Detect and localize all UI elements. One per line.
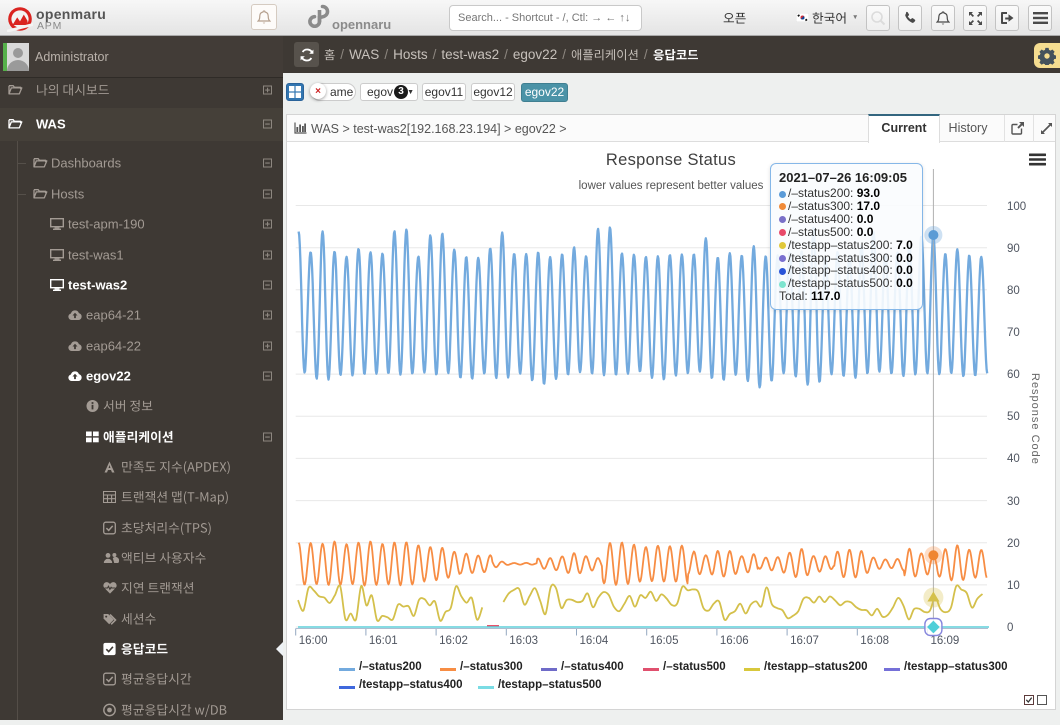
- svg-text:16:09: 16:09: [931, 635, 960, 647]
- svg-text:100: 100: [1007, 201, 1026, 213]
- svg-text:16:05: 16:05: [650, 635, 679, 647]
- svg-text:50: 50: [1007, 411, 1020, 423]
- svg-text:16:01: 16:01: [369, 635, 398, 647]
- svg-text:16:00: 16:00: [299, 635, 328, 647]
- svg-text:16:06: 16:06: [720, 635, 749, 647]
- svg-text:70: 70: [1007, 327, 1020, 339]
- svg-text:16:07: 16:07: [790, 635, 819, 647]
- svg-text:30: 30: [1007, 496, 1020, 508]
- svg-text:60: 60: [1007, 369, 1020, 381]
- svg-text:20: 20: [1007, 538, 1020, 550]
- svg-text:0: 0: [1007, 622, 1013, 634]
- svg-text:80: 80: [1007, 285, 1020, 297]
- svg-text:90: 90: [1007, 243, 1020, 255]
- svg-text:16:03: 16:03: [509, 635, 538, 647]
- svg-text:16:08: 16:08: [860, 635, 889, 647]
- svg-text:40: 40: [1007, 453, 1020, 465]
- svg-text:10: 10: [1007, 580, 1020, 592]
- svg-text:16:02: 16:02: [439, 635, 468, 647]
- svg-text:16:04: 16:04: [580, 635, 609, 647]
